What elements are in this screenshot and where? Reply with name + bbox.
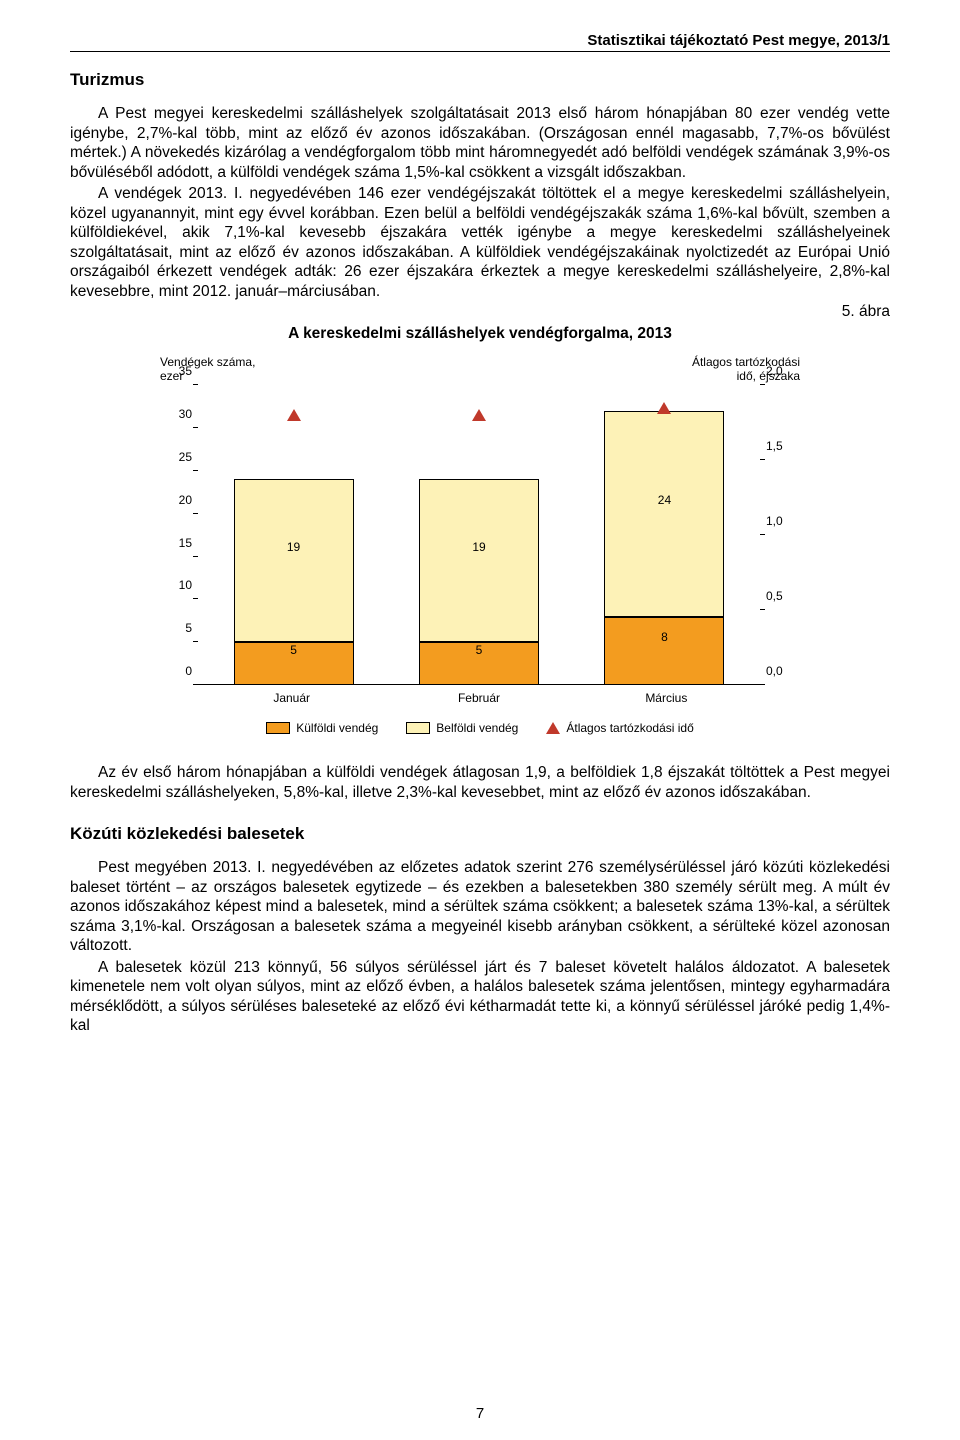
y-left-axis-title: Vendégek száma, ezer [160,355,255,383]
y-right-tick: 1,0 [766,514,783,528]
figure-label: 5. ábra [70,303,890,321]
legend-item-kulfoldi: Külföldi vendég [266,721,378,735]
y-left-tick: 20 [179,493,192,507]
bar-group: 5 19 [419,385,539,685]
bar-belfoldi [604,411,724,617]
y-left-tick: 5 [185,621,192,635]
paragraph-5: A balesetek közül 213 könnyű, 56 súlyos … [70,958,890,1036]
chart-plot: 5 19 5 19 8 24 [198,385,760,685]
legend-label-atlagos: Átlagos tartózkodási idő [566,721,693,735]
bar-value-belfoldi: 19 [234,540,354,554]
bar-belfoldi [234,479,354,642]
y-right-tick: 2,0 [766,364,783,378]
legend-item-atlagos: Átlagos tartózkodási idő [546,721,693,735]
bar-value-kulfoldi: 5 [419,643,539,657]
legend-label-kulfoldi: Külföldi vendég [296,721,378,735]
y-left-tick: 15 [179,536,192,550]
marker-atlagos [472,409,486,421]
x-category: Február [385,691,572,705]
bar-value-belfoldi: 19 [419,540,539,554]
chart-title: A kereskedelmi szálláshelyek vendégforga… [70,325,890,343]
y-left-tick: 30 [179,407,192,421]
bar-value-kulfoldi: 5 [234,643,354,657]
y-right-axis-title: Átlagos tartózkodási idő, éjszaka [692,355,800,383]
paragraph-4: Pest megyében 2013. I. negyedévében az e… [70,858,890,956]
legend-item-belfoldi: Belföldi vendég [406,721,518,735]
page-number: 7 [0,1405,960,1422]
paragraph-1: A Pest megyei kereskedelmi szálláshelyek… [70,104,890,182]
y-right-tick: 0,5 [766,589,783,603]
bar-value-kulfoldi: 8 [604,630,724,644]
y-left-tick: 25 [179,450,192,464]
x-axis-categories: JanuárFebruárMárcius [160,691,800,705]
y-right-title-line1: Átlagos tartózkodási [692,355,800,369]
marker-atlagos [287,409,301,421]
page-header: Statisztikai tájékoztató Pest megye, 201… [70,32,890,52]
x-category: Március [573,691,760,705]
x-category: Január [198,691,385,705]
y-right-axis: 0,00,51,01,52,0 [760,385,800,685]
y-left-axis: 05101520253035 [160,385,198,685]
marker-atlagos [657,402,671,414]
paragraph-3: Az év első három hónapjában a külföldi v… [70,763,890,802]
paragraph-2: A vendégek 2013. I. negyedévében 146 eze… [70,184,890,301]
chart-container: Vendégek száma, ezer Átlagos tartózkodás… [160,355,800,735]
bar-group: 8 24 [604,385,724,685]
legend-swatch-kulfoldi [266,722,290,734]
bar-value-belfoldi: 24 [604,493,724,507]
y-right-tick: 1,5 [766,439,783,453]
section-title-balesetek: Közúti közlekedési balesetek [70,824,890,844]
y-left-title-line1: Vendégek száma, [160,355,255,369]
legend-swatch-belfoldi [406,722,430,734]
chart-legend: Külföldi vendég Belföldi vendég Átlagos … [160,721,800,735]
y-left-tick: 0 [185,664,192,678]
legend-label-belfoldi: Belföldi vendég [436,721,518,735]
bar-group: 5 19 [234,385,354,685]
section-title-turizmus: Turizmus [70,70,890,90]
y-left-tick: 35 [179,364,192,378]
chart-plot-area: 05101520253035 519519824 0,00,51,01,52,0 [160,385,800,685]
y-left-tick: 10 [179,578,192,592]
legend-marker-atlagos [546,722,560,734]
bar-belfoldi [419,479,539,642]
y-right-tick: 0,0 [766,664,783,678]
bar-kulfoldi [604,617,724,686]
